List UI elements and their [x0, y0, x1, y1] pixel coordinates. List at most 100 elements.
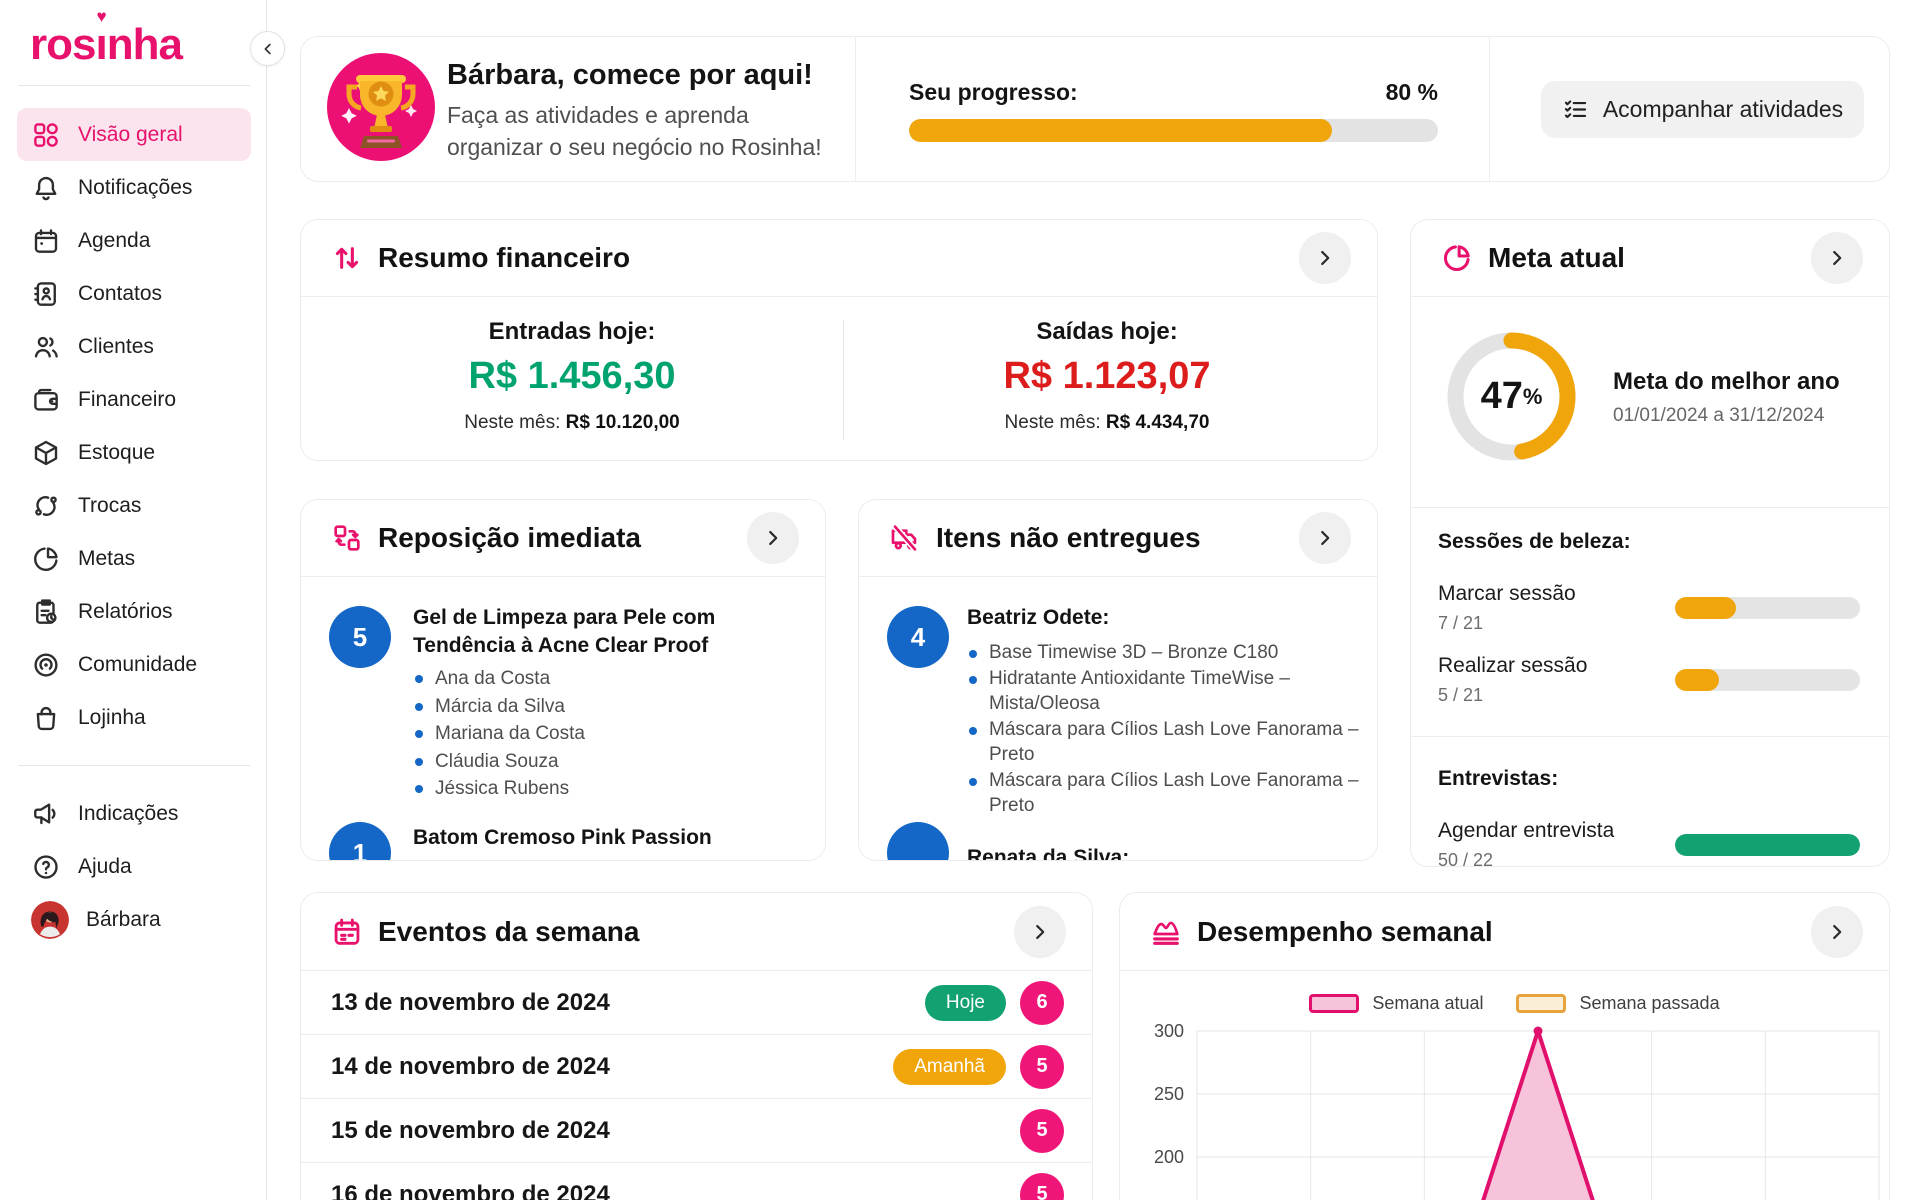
sidebar-item-label: Relatórios: [78, 599, 173, 623]
sidebar-item-label: Visão geral: [78, 122, 183, 146]
donut-arc: [1447, 332, 1576, 461]
list-item: Base Timewise 3D – Bronze C180: [967, 640, 1359, 666]
pie-icon: [31, 544, 61, 574]
goal-title: Meta do melhor ano: [1613, 368, 1840, 395]
card-header: Eventos da semana: [301, 893, 1092, 971]
event-row[interactable]: 16 de novembro de 2024 5: [301, 1163, 1092, 1200]
open-undelivered-button[interactable]: [1299, 512, 1351, 564]
event-count-badge: 5: [1020, 1108, 1064, 1153]
logo-heart-icon: ♥: [96, 7, 107, 26]
trophy-icon: [327, 53, 435, 161]
sidebar-item-ajuda[interactable]: Ajuda: [17, 840, 251, 893]
product-title: Gel de Limpeza para Pele com Tendência à…: [413, 606, 716, 657]
divider: [1411, 736, 1889, 737]
tomorrow-badge: Amanhã: [893, 1048, 1006, 1085]
checklist-icon: [1564, 100, 1586, 119]
client-name: Renata da Silva:: [967, 846, 1130, 861]
sidebar-item-contatos[interactable]: Contatos: [17, 267, 251, 320]
quantity-badge: [887, 822, 949, 860]
product-title: Batom Cremoso Pink Passion: [413, 826, 712, 849]
sidebar-item-indicacoes[interactable]: Indicações: [17, 787, 251, 840]
task-label: Realizar sessão: [1438, 654, 1588, 677]
sidebar: rosı ♥ nha Visão geral Notificações Agenda…: [0, 0, 267, 1200]
sidebar-item-relatorios[interactable]: Relatórios: [17, 585, 251, 638]
open-restock-button[interactable]: [747, 512, 799, 564]
quantity-badge: 1: [329, 822, 391, 860]
banner-title: Bárbara, comece por aqui!: [447, 59, 813, 91]
calendar-icon: [331, 916, 363, 948]
event-row[interactable]: 15 de novembro de 2024 5: [301, 1099, 1092, 1163]
current-goal-card: Meta atual 47% Meta do melhor ano 01/01/…: [1410, 219, 1890, 867]
entries-label: Entradas hoje:: [488, 318, 656, 345]
event-date: 14 de novembro de 2024: [331, 1052, 610, 1080]
quantity-badge: 4: [887, 606, 949, 668]
sidebar-item-notificacoes[interactable]: Notificações: [17, 161, 251, 214]
card-title: Eventos da semana: [378, 915, 640, 947]
progress-percent: 80 %: [1385, 79, 1438, 105]
sidebar-item-lojinha[interactable]: Lojinha: [17, 691, 251, 744]
week-events-card: Eventos da semana 13 de novembro de 2024…: [300, 892, 1093, 1200]
sidebar-menu: Visão geral Notificações Agenda Contatos…: [17, 108, 251, 946]
task-progress-fill: [1675, 669, 1720, 691]
card-header: Meta atual: [1411, 220, 1889, 297]
chevron-left-icon: [264, 43, 271, 54]
open-goal-button[interactable]: [1811, 232, 1863, 284]
open-events-button[interactable]: [1014, 905, 1066, 958]
event-row[interactable]: 13 de novembro de 2024 Hoje 6: [301, 971, 1092, 1035]
svg-text:250: 250: [1154, 1084, 1184, 1104]
sidebar-item-label: Lojinha: [78, 705, 146, 729]
shopping-bag-icon: [31, 703, 61, 733]
sidebar-item-clientes[interactable]: Clientes: [17, 320, 251, 373]
divider: [1411, 507, 1889, 508]
section-heading: Sessões de beleza:: [1438, 530, 1631, 553]
sidebar-item-comunidade[interactable]: Comunidade: [17, 638, 251, 691]
card-title: Meta atual: [1488, 242, 1625, 273]
event-count-badge: 5: [1020, 1172, 1064, 1200]
list-item: Máscara para Cílios Lash Love Fanorama –…: [967, 768, 1359, 819]
bell-icon: [31, 173, 61, 203]
task-progress-bar: [1675, 597, 1860, 619]
rosinha-logo: rosı ♥ nha: [30, 7, 183, 69]
financial-summary-card: Resumo financeiro Entradas hoje: R$ 1.45…: [300, 219, 1378, 461]
sidebar-item-trocas[interactable]: Trocas: [17, 479, 251, 532]
open-performance-button[interactable]: [1811, 905, 1863, 958]
banner-subtitle: Faça as atividades e aprenda organizar o…: [447, 102, 822, 160]
event-row[interactable]: 14 de novembro de 2024 Amanhã 5: [301, 1035, 1092, 1099]
performance-chart: 300250200150: [1154, 1023, 1880, 1200]
sidebar-item-metas[interactable]: Metas: [17, 532, 251, 585]
wallet-icon: [31, 385, 61, 415]
sidebar-user-name: Bárbara: [86, 907, 161, 931]
task-progress-text: 50 / 22: [1438, 850, 1494, 867]
broadcast-icon: [31, 650, 61, 680]
sidebar-item-label: Notificações: [78, 175, 193, 199]
sidebar-item-label: Indicações: [78, 801, 179, 825]
sidebar-collapse-button[interactable]: [250, 31, 285, 66]
client-name: Beatriz Odete:: [967, 606, 1110, 629]
progress-bar-fill: [909, 119, 1333, 142]
sidebar-item-label: Comunidade: [78, 652, 198, 676]
task-progress-bar: [1675, 834, 1860, 856]
products-list: Base Timewise 3D – Bronze C180 Hidratant…: [967, 640, 1359, 819]
sidebar-item-label: Agenda: [78, 228, 151, 252]
open-financial-button[interactable]: [1299, 232, 1351, 284]
sidebar-item-estoque[interactable]: Estoque: [17, 426, 251, 479]
list-item: Cláudia Souza: [413, 748, 585, 776]
track-activities-label: Acompanhar atividades: [1602, 96, 1844, 122]
grid-icon: [31, 120, 61, 150]
donut-percent: 47%: [1480, 375, 1543, 417]
svg-text:200: 200: [1154, 1147, 1184, 1167]
section-heading: Entrevistas:: [1438, 767, 1559, 790]
chevron-right-icon: [769, 530, 778, 546]
event-count-badge: 5: [1020, 1044, 1064, 1089]
track-activities-button[interactable]: Acompanhar atividades: [1541, 81, 1864, 138]
card-header: Resumo financeiro: [301, 220, 1377, 297]
divider: [855, 37, 856, 181]
sidebar-item-visao-geral[interactable]: Visão geral: [17, 108, 251, 161]
list-item: Ana da Costa: [413, 665, 585, 693]
sidebar-item-financeiro[interactable]: Financeiro: [17, 373, 251, 426]
restock-card: Reposição imediata 5 Gel de Limpeza para…: [300, 499, 826, 861]
sidebar-item-agenda[interactable]: Agenda: [17, 214, 251, 267]
sidebar-item-profile[interactable]: Bárbara: [17, 893, 251, 946]
list-item: Márcia da Silva: [413, 693, 585, 721]
